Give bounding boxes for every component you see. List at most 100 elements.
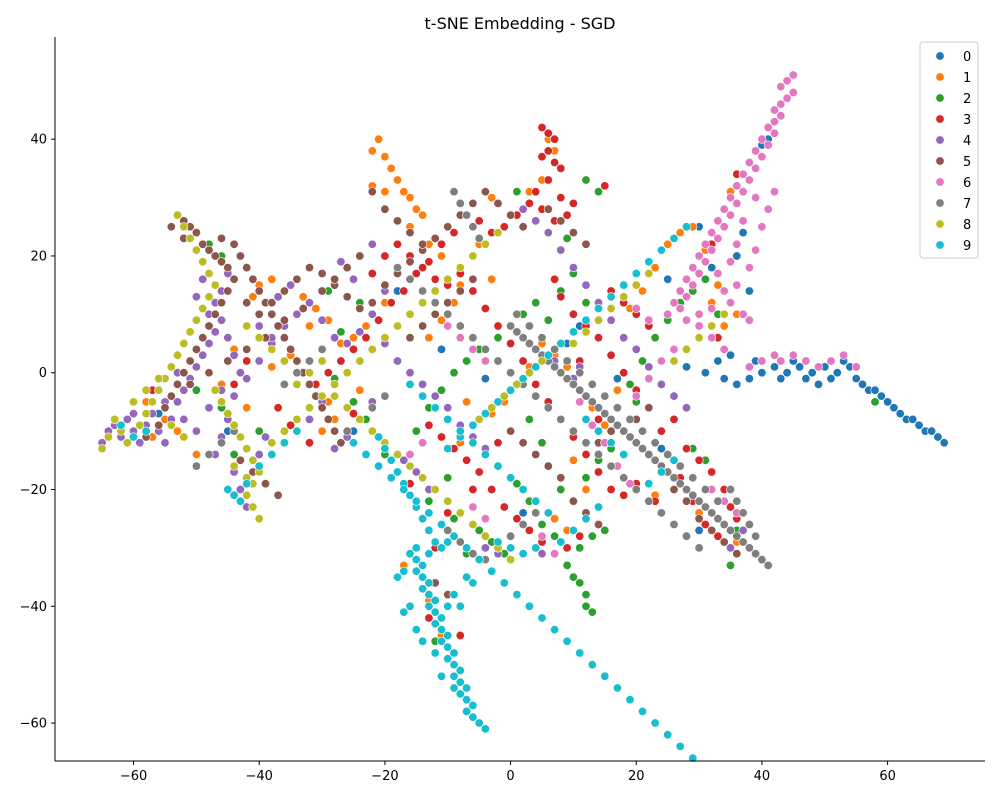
legend-label: 4 [963,134,971,149]
point-series-4-42 [204,403,214,413]
point-series-6-43 [738,216,748,226]
point-series-6-59 [681,315,691,325]
point-series-4-81 [531,216,541,226]
point-series-2-7 [587,531,597,541]
point-series-9-39 [411,625,421,635]
point-series-6-65 [839,350,849,360]
point-series-7-76 [543,403,553,413]
legend: 0 1 2 3 4 5 6 7 8 9 [919,41,979,259]
point-series-4-84 [568,263,578,273]
point-series-6-56 [719,286,729,296]
point-series-4-4 [122,414,132,424]
point-series-5-98 [681,496,691,506]
point-series-3-30 [323,368,333,378]
point-series-7-34 [550,362,560,372]
series-5 [141,187,742,600]
point-series-3-69 [562,543,572,553]
point-series-2-66 [725,560,735,570]
point-series-9-72 [606,292,616,302]
point-series-7-0 [763,560,773,570]
point-series-8-0 [173,210,183,220]
point-series-8-84 [619,292,629,302]
point-series-5-103 [568,228,578,238]
point-series-6-2 [776,82,786,92]
point-series-9-8 [455,677,465,687]
x-ticks: −60 −40 −20 0 20 40 60 [120,761,896,784]
point-series-8-87 [669,356,679,366]
point-series-7-72 [593,449,603,459]
point-series-5-87 [593,519,603,529]
point-series-9-26 [418,572,428,582]
point-series-8-88 [681,344,691,354]
point-series-5-101 [543,204,553,214]
legend-entry-8: 8 [935,218,971,233]
point-series-9-134 [562,636,572,646]
point-series-5-62 [493,198,503,208]
point-series-7-96 [468,549,478,559]
point-series-9-94 [531,543,541,553]
point-series-8-96 [524,368,534,378]
legend-marker [935,177,945,187]
point-series-7-55 [612,403,622,413]
point-series-4-57 [405,368,415,378]
point-series-8-76 [468,519,478,529]
point-series-0-1 [700,368,710,378]
point-series-2-9 [550,531,560,541]
point-series-3-73 [512,514,522,524]
point-series-0-16 [857,379,867,389]
point-series-8-1 [179,222,189,232]
point-series-5-70 [355,251,365,261]
point-series-9-54 [405,490,415,500]
point-series-7-3 [744,543,754,553]
point-series-7-64 [694,543,704,553]
point-series-5-104 [581,239,591,249]
point-series-0-36 [713,356,723,366]
chart-title: t-SNE Embedding - SGD [425,14,616,33]
point-series-9-59 [443,444,453,454]
point-series-6-26 [719,222,729,232]
point-series-6-67 [769,350,779,360]
point-series-4-48 [292,309,302,319]
point-series-3-75 [487,484,497,494]
point-series-8-53 [443,274,453,284]
point-series-5-84 [273,490,283,500]
point-series-7-49 [688,473,698,483]
point-series-1-78 [568,455,578,465]
point-series-2-45 [348,397,358,407]
point-series-8-10 [185,327,195,337]
point-series-6-69 [744,362,754,372]
point-series-7-58 [575,368,585,378]
point-series-8-56 [480,239,490,249]
point-series-3-51 [606,484,616,494]
point-series-7-20 [637,444,647,454]
point-series-5-68 [405,228,415,238]
point-series-3-18 [474,216,484,226]
point-series-7-54 [625,414,635,424]
point-series-8-23 [103,432,113,442]
point-series-6-30 [707,245,717,255]
point-series-6-23 [719,204,729,214]
legend-marker [935,156,945,166]
point-series-8-94 [499,391,509,401]
point-series-3-11 [562,210,572,220]
point-series-5-91 [518,438,528,448]
point-series-4-59 [430,391,440,401]
point-series-1-34 [267,362,277,372]
point-series-5-40 [330,426,340,436]
point-series-9-138 [612,683,622,693]
x-tick-label: 20 [628,769,645,784]
point-series-7-46 [751,531,761,541]
point-series-9-28 [418,560,428,570]
point-series-7-100 [518,519,528,529]
point-series-4-10 [160,438,170,448]
point-series-9-74 [631,268,641,278]
point-series-1-32 [248,292,258,302]
point-series-4-106 [304,414,314,424]
point-series-5-52 [367,298,377,308]
point-series-5-89 [543,461,553,471]
y-tick-label: −20 [20,483,47,498]
point-series-8-81 [581,327,591,337]
point-series-3-113 [348,409,358,419]
point-series-4-90 [644,362,654,372]
